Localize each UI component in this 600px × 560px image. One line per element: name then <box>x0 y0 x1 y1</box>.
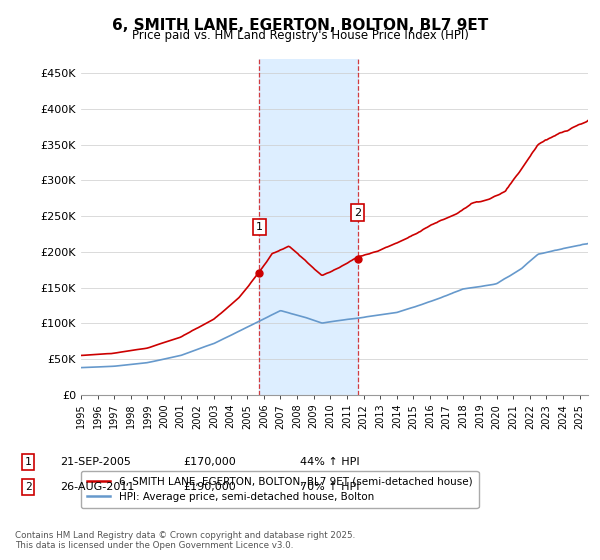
Legend: 6, SMITH LANE, EGERTON, BOLTON, BL7 9ET (semi-detached house), HPI: Average pric: 6, SMITH LANE, EGERTON, BOLTON, BL7 9ET … <box>81 470 479 508</box>
Text: 1: 1 <box>25 457 32 467</box>
Text: £170,000: £170,000 <box>183 457 236 467</box>
Text: 1: 1 <box>256 222 263 232</box>
Text: Contains HM Land Registry data © Crown copyright and database right 2025.
This d: Contains HM Land Registry data © Crown c… <box>15 530 355 550</box>
Text: 26-AUG-2011: 26-AUG-2011 <box>60 482 134 492</box>
Text: 44% ↑ HPI: 44% ↑ HPI <box>300 457 359 467</box>
Text: £190,000: £190,000 <box>183 482 236 492</box>
Text: 70% ↑ HPI: 70% ↑ HPI <box>300 482 359 492</box>
Text: 6, SMITH LANE, EGERTON, BOLTON, BL7 9ET: 6, SMITH LANE, EGERTON, BOLTON, BL7 9ET <box>112 18 488 33</box>
Text: 2: 2 <box>354 208 361 217</box>
Text: 2: 2 <box>25 482 32 492</box>
Text: 21-SEP-2005: 21-SEP-2005 <box>60 457 131 467</box>
Bar <box>259 59 358 395</box>
Text: Price paid vs. HM Land Registry's House Price Index (HPI): Price paid vs. HM Land Registry's House … <box>131 29 469 42</box>
